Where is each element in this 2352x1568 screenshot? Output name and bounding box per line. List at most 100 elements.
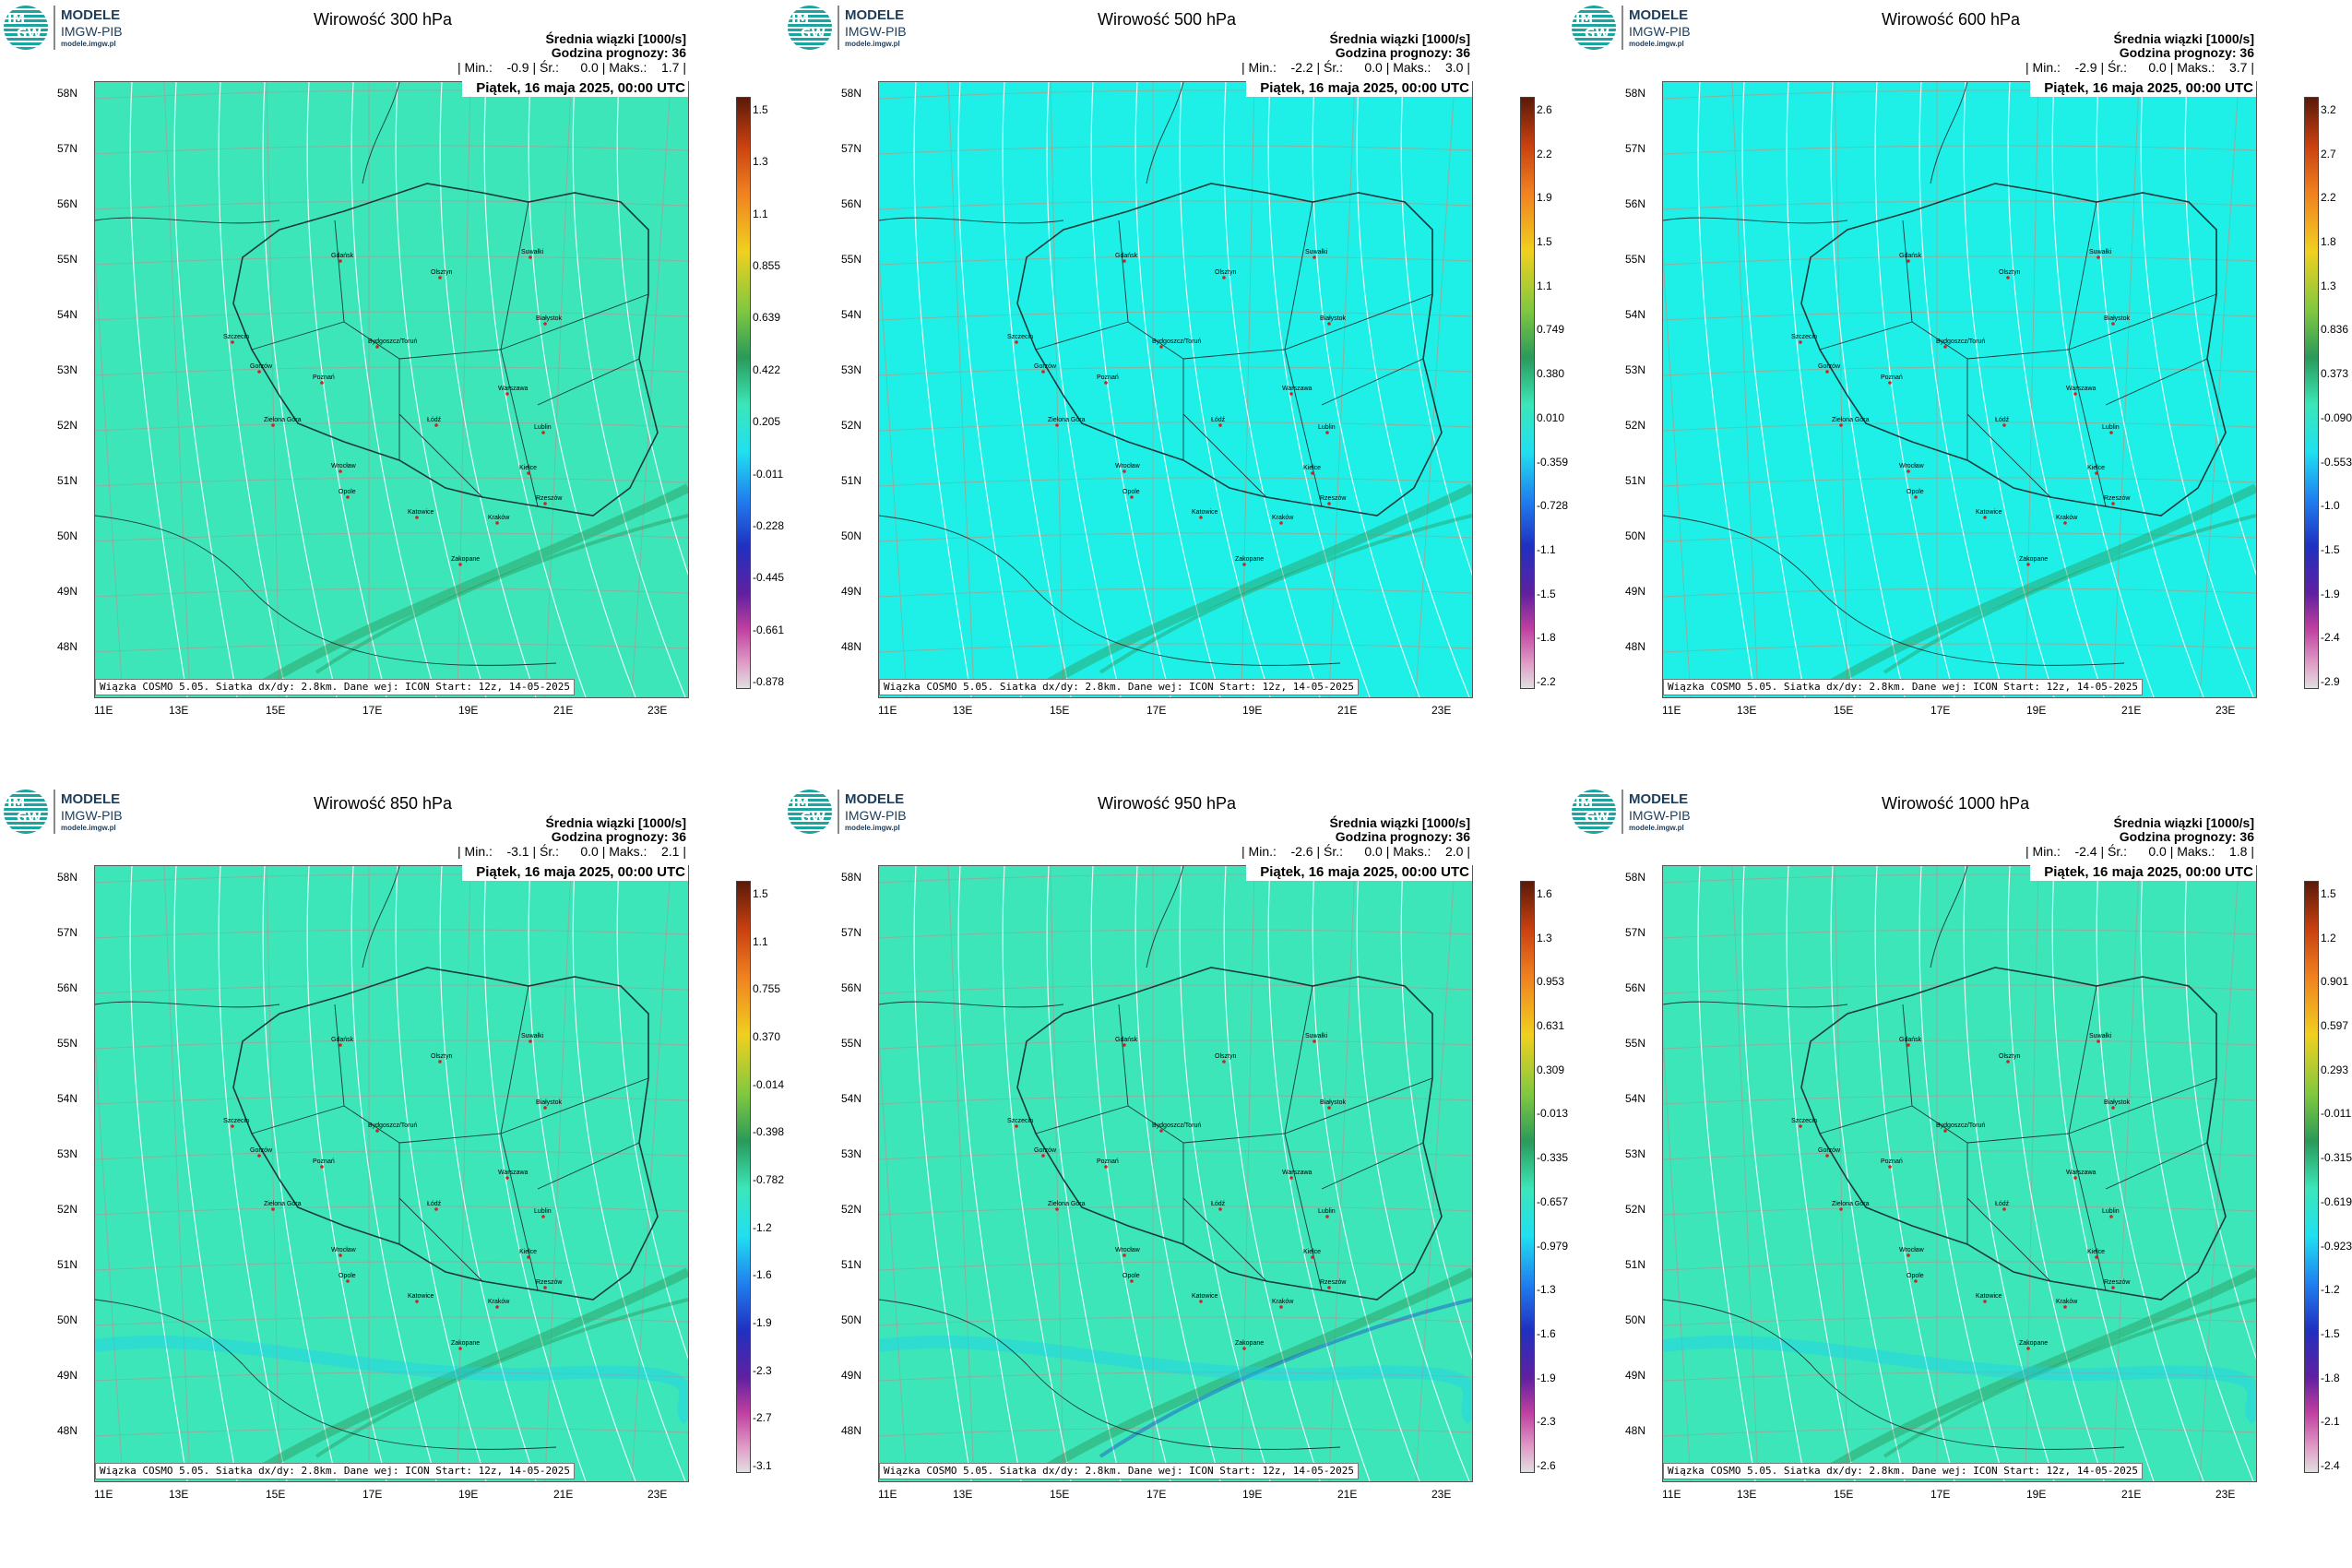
latitude-gridline <box>95 255 688 266</box>
map-area: Gdańsk Olsztyn Suwałki Szczecin Bydgoszcz/To… <box>1662 865 2257 1482</box>
city-marker <box>505 1176 509 1180</box>
latitude-gridline <box>879 1039 1472 1050</box>
vorticity-band <box>249 483 688 695</box>
latitude-gridline <box>879 984 1472 994</box>
city-label: Gdańsk <box>331 1037 354 1043</box>
colorbar-tick-label: 0.901 <box>2321 975 2349 989</box>
map-svg: Gdańsk Olsztyn Suwałki Szczecin Bydgoszcz/To… <box>1663 866 2256 1481</box>
city-marker <box>1799 1124 1802 1128</box>
city-label: Gdańsk <box>1115 1037 1138 1043</box>
city-marker <box>1279 1305 1283 1309</box>
longitude-label: 13E <box>953 1488 973 1501</box>
colorbar-tick-label: -0.553 <box>2321 455 2352 469</box>
city-label: Lublin <box>1318 424 1336 431</box>
logo-title: MODELE <box>61 7 121 23</box>
colorbar-tick-label: -1.9 <box>1537 1371 1556 1384</box>
latitude-gridline <box>879 145 1472 155</box>
longitude-gridline <box>1731 866 1759 1481</box>
latitude-label: 53N <box>1625 1147 1646 1160</box>
longitude-label: 21E <box>1337 1488 1358 1501</box>
city-marker <box>1888 381 1892 385</box>
panel-title: Wirowość 1000 hPa <box>1882 794 2030 813</box>
logo-subtitle: IMGW-PIB <box>1629 808 1691 823</box>
latitude-label: 48N <box>841 640 862 653</box>
colorbar-tick-label: -1.8 <box>1537 631 1556 645</box>
country-borders <box>1663 866 2125 1450</box>
city-label: Gorzów <box>250 1147 273 1154</box>
stat-values: | Min.: -2.2 | Śr.: 0.0 | Maks.: 3.0 | <box>1241 60 1470 75</box>
city-marker <box>434 423 438 427</box>
geopotential-contour <box>1741 82 1806 697</box>
latitude-gridline <box>1663 255 2256 266</box>
geopotential-contour <box>1090 866 1171 1481</box>
latitude-label: 52N <box>57 1203 78 1216</box>
city-label: Zielona Góra <box>264 417 302 423</box>
longitude-gridline <box>1663 250 1692 697</box>
city-label: Olsztyn <box>1999 1053 2020 1060</box>
longitude-gridline <box>1050 82 1064 697</box>
logo-title: MODELE <box>845 791 905 807</box>
latitude-label: 55N <box>841 253 862 266</box>
city-marker <box>495 1305 499 1309</box>
city-label: Suwałki <box>521 1033 544 1039</box>
longitude-label: 15E <box>266 1488 286 1501</box>
latitude-label: 58N <box>841 87 862 100</box>
latitude-gridline <box>879 1095 1472 1105</box>
city-label: Wrocław <box>331 1247 357 1253</box>
city-marker <box>2063 1305 2067 1309</box>
city-marker <box>1888 1165 1892 1169</box>
longitude-label: 11E <box>878 1488 897 1501</box>
city-marker <box>1327 502 1331 505</box>
colorbar-tick-label: 0.373 <box>2321 367 2349 381</box>
imgw-logo-mark-icon: IM GW <box>788 6 832 50</box>
forecast-date: Piątek, 16 maja 2025, 00:00 UTC <box>1246 79 1472 97</box>
vorticity-band <box>1817 483 2256 695</box>
colorbar-tick-label: 0.309 <box>1537 1063 1565 1076</box>
latitude-gridline <box>1663 145 2256 155</box>
latitude-label: 54N <box>1625 308 1646 321</box>
latitude-gridline <box>1663 311 2256 321</box>
geopotential-contour <box>306 866 387 1481</box>
geopotential-contour <box>2007 82 2105 697</box>
logo-mark-bottom: GW <box>1585 27 1610 42</box>
longitude-gridline <box>2199 866 2239 1481</box>
city-label: Łódź <box>427 417 442 423</box>
city-marker <box>1907 1253 1910 1257</box>
vorticity-band <box>1033 1267 1472 1479</box>
latitude-gridline <box>879 311 1472 321</box>
city-marker <box>1943 345 1947 349</box>
city-label: Opole <box>339 1273 356 1279</box>
geopotential-contour <box>2184 866 2256 1360</box>
city-label: Białystok <box>1320 1099 1347 1106</box>
country-borders <box>95 82 557 666</box>
latitude-gridline <box>879 1372 1472 1382</box>
latitude-gridline <box>95 311 688 321</box>
logo-divider <box>837 6 839 50</box>
city-marker <box>1907 259 1910 263</box>
city-marker <box>495 521 499 525</box>
city-marker <box>1130 495 1134 499</box>
longitude-gridline <box>544 866 572 1481</box>
city-marker <box>1289 392 1293 396</box>
colorbar-tick-label: 0.422 <box>753 362 781 376</box>
geopotential-contour <box>1741 866 1806 1481</box>
latitude-gridline <box>95 477 688 487</box>
longitude-label: 13E <box>169 704 189 717</box>
city-marker <box>1327 1286 1331 1289</box>
colorbar-tick-label: 1.2 <box>2321 931 2336 944</box>
imgw-logo-mark-icon: IM GW <box>4 790 48 834</box>
city-label: Opole <box>1123 1273 1140 1279</box>
city-label: Warszawa <box>1282 386 1313 392</box>
city-marker <box>1914 1279 1918 1283</box>
city-marker <box>2063 521 2067 525</box>
city-label: Zakopane <box>1235 556 1264 563</box>
latitude-gridline <box>879 255 1472 266</box>
logo-mark-bottom: GW <box>801 811 826 826</box>
city-marker <box>1311 1255 1314 1259</box>
city-label: Bydgoszcz/Toruń <box>1936 339 1985 345</box>
logo-mark-bottom: GW <box>1585 811 1610 826</box>
latitude-label: 56N <box>841 197 862 210</box>
vorticity-map-panel: IM GW MODELE IMGW-PIB modele.imgw.pl Wirowość… <box>1568 0 2352 784</box>
city-label: Olsztyn <box>431 269 452 276</box>
colorbar-tick-label: -0.014 <box>753 1077 785 1091</box>
